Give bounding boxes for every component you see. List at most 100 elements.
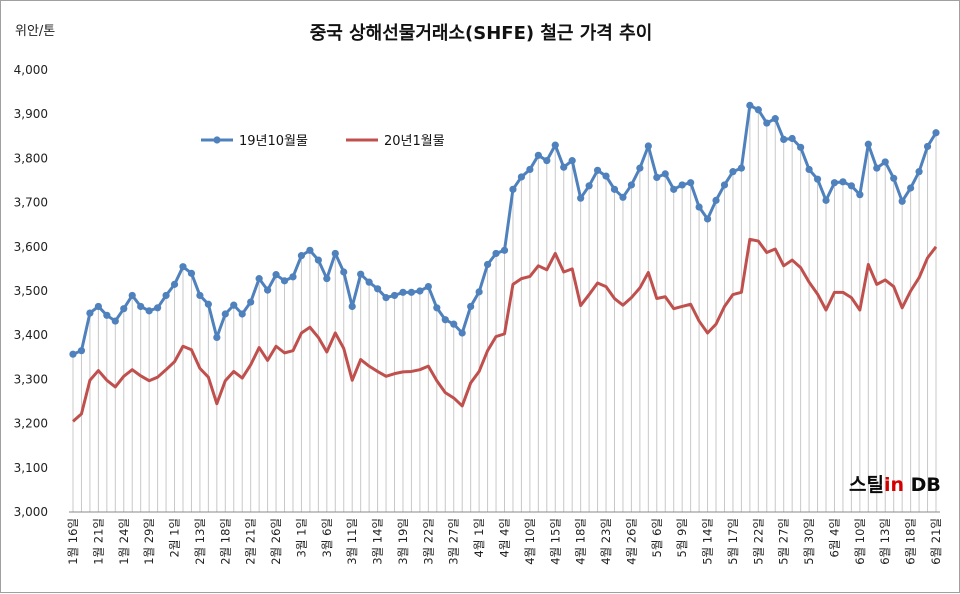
data-point-19-oct[interactable]	[636, 164, 644, 172]
data-point-19-oct[interactable]	[255, 275, 263, 283]
data-point-19-oct[interactable]	[306, 246, 314, 254]
data-point-19-oct[interactable]	[373, 285, 382, 293]
data-point-19-oct[interactable]	[331, 249, 339, 258]
data-point-19-oct[interactable]	[357, 270, 365, 278]
data-point-19-oct[interactable]	[746, 101, 754, 109]
data-point-19-oct[interactable]	[577, 194, 585, 202]
data-point-19-oct[interactable]	[830, 179, 839, 187]
data-point-19-oct[interactable]	[221, 310, 229, 318]
data-point-19-oct[interactable]	[399, 288, 407, 296]
data-point-19-oct[interactable]	[644, 142, 652, 150]
data-point-19-oct[interactable]	[289, 273, 297, 281]
data-point-19-oct[interactable]	[737, 164, 746, 172]
data-point-19-oct[interactable]	[593, 166, 602, 174]
data-point-19-oct[interactable]	[263, 286, 272, 294]
data-point-19-oct[interactable]	[323, 275, 331, 283]
data-point-19-oct[interactable]	[348, 302, 356, 311]
data-point-19-oct[interactable]	[771, 115, 779, 123]
data-point-19-oct[interactable]	[213, 333, 221, 342]
data-point-19-oct[interactable]	[551, 141, 559, 149]
data-point-19-oct[interactable]	[864, 140, 872, 148]
data-point-19-oct[interactable]	[526, 165, 534, 174]
data-point-19-oct[interactable]	[280, 277, 289, 285]
data-point-19-oct[interactable]	[187, 269, 196, 277]
data-point-19-oct[interactable]	[390, 291, 399, 300]
data-point-19-oct[interactable]	[170, 280, 179, 288]
data-point-19-oct[interactable]	[69, 350, 77, 358]
data-point-19-oct[interactable]	[450, 320, 458, 328]
data-point-19-oct[interactable]	[678, 181, 686, 189]
data-point-19-oct[interactable]	[441, 316, 449, 324]
data-point-19-oct[interactable]	[433, 304, 441, 312]
data-point-19-oct[interactable]	[907, 184, 915, 192]
data-point-19-oct[interactable]	[128, 291, 136, 300]
data-point-19-oct[interactable]	[382, 294, 390, 302]
data-point-19-oct[interactable]	[340, 268, 348, 276]
data-point-19-oct[interactable]	[763, 119, 771, 127]
data-point-19-oct[interactable]	[196, 291, 204, 300]
legend-label-19-oct[interactable]: 19년10월물	[239, 134, 308, 149]
data-point-19-oct[interactable]	[847, 182, 855, 190]
data-point-19-oct[interactable]	[873, 164, 881, 172]
legend-label-20-jan[interactable]: 20년1월물	[384, 134, 445, 149]
data-point-19-oct[interactable]	[162, 291, 170, 300]
data-point-19-oct[interactable]	[365, 278, 373, 286]
data-point-19-oct[interactable]	[179, 263, 187, 271]
data-point-19-oct[interactable]	[661, 170, 669, 178]
data-point-19-oct[interactable]	[534, 151, 542, 159]
data-point-19-oct[interactable]	[145, 307, 153, 315]
data-point-19-oct[interactable]	[813, 175, 822, 183]
data-point-19-oct[interactable]	[103, 311, 111, 319]
data-point-19-oct[interactable]	[560, 163, 568, 171]
data-point-19-oct[interactable]	[932, 129, 940, 137]
data-point-19-oct[interactable]	[653, 173, 661, 182]
data-point-19-oct[interactable]	[729, 168, 737, 176]
data-point-19-oct[interactable]	[314, 256, 322, 264]
data-point-19-oct[interactable]	[602, 172, 610, 180]
data-point-19-oct[interactable]	[492, 249, 500, 258]
data-point-19-oct[interactable]	[543, 157, 551, 165]
data-point-19-oct[interactable]	[517, 173, 526, 181]
data-point-19-oct[interactable]	[754, 106, 762, 114]
data-point-19-oct[interactable]	[890, 174, 898, 182]
data-point-19-oct[interactable]	[627, 181, 636, 189]
data-point-19-oct[interactable]	[467, 302, 475, 311]
data-point-19-oct[interactable]	[881, 158, 889, 166]
data-point-19-oct[interactable]	[695, 203, 703, 211]
data-point-19-oct[interactable]	[77, 347, 86, 355]
data-point-19-oct[interactable]	[111, 317, 119, 325]
data-point-19-oct[interactable]	[822, 196, 830, 204]
data-point-19-oct[interactable]	[568, 157, 576, 165]
data-point-19-oct[interactable]	[923, 142, 932, 151]
data-point-19-oct[interactable]	[856, 191, 864, 199]
data-point-19-oct[interactable]	[230, 301, 238, 309]
data-point-19-oct[interactable]	[619, 193, 627, 201]
data-point-19-oct[interactable]	[788, 134, 796, 143]
data-point-19-oct[interactable]	[898, 197, 906, 205]
data-point-19-oct[interactable]	[610, 185, 619, 193]
data-point-19-oct[interactable]	[204, 300, 212, 308]
data-point-19-oct[interactable]	[238, 310, 246, 318]
data-point-19-oct[interactable]	[475, 288, 483, 296]
data-point-19-oct[interactable]	[458, 329, 466, 337]
data-point-19-oct[interactable]	[703, 215, 712, 223]
data-point-19-oct[interactable]	[509, 185, 517, 193]
data-point-19-oct[interactable]	[585, 182, 593, 190]
data-point-19-oct[interactable]	[297, 252, 306, 260]
data-point-19-oct[interactable]	[805, 165, 813, 174]
data-point-19-oct[interactable]	[154, 304, 162, 312]
data-point-19-oct[interactable]	[137, 302, 145, 311]
data-point-19-oct[interactable]	[797, 143, 805, 151]
data-point-19-oct[interactable]	[247, 298, 255, 306]
data-point-19-oct[interactable]	[687, 179, 695, 187]
data-point-19-oct[interactable]	[272, 271, 280, 279]
data-point-19-oct[interactable]	[500, 246, 509, 254]
data-point-19-oct[interactable]	[670, 185, 678, 193]
data-point-19-oct[interactable]	[120, 305, 128, 313]
data-point-19-oct[interactable]	[839, 178, 847, 186]
data-point-19-oct[interactable]	[483, 260, 492, 269]
data-point-19-oct[interactable]	[712, 196, 720, 204]
data-point-19-oct[interactable]	[407, 288, 416, 296]
data-point-19-oct[interactable]	[780, 135, 788, 143]
data-point-19-oct[interactable]	[720, 181, 729, 189]
